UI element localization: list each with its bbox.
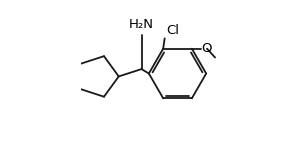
Text: H₂N: H₂N <box>129 18 154 31</box>
Text: O: O <box>202 42 212 55</box>
Text: Cl: Cl <box>166 24 179 37</box>
